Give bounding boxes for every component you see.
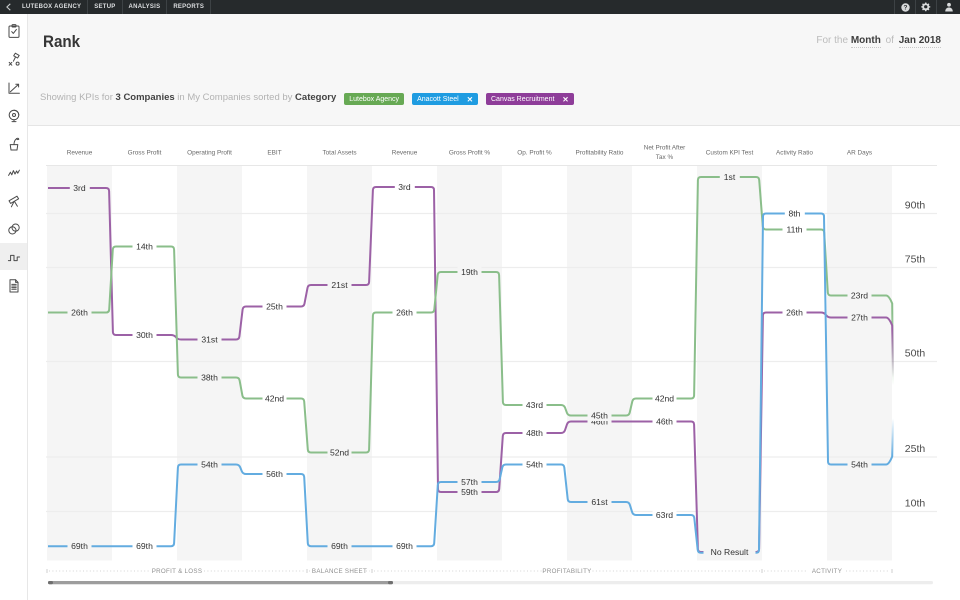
- svg-text:Tax %: Tax %: [656, 154, 674, 161]
- svg-text:Revenue: Revenue: [67, 150, 93, 157]
- svg-text:25th: 25th: [266, 302, 283, 312]
- svg-text:46th: 46th: [591, 417, 608, 427]
- svg-text:45th: 45th: [591, 411, 608, 421]
- svg-text:3rd: 3rd: [73, 183, 86, 193]
- svg-text:Net Profit After: Net Profit After: [644, 145, 686, 152]
- svg-text:26th: 26th: [396, 308, 413, 318]
- svg-text:42nd: 42nd: [655, 394, 674, 404]
- svg-text:No Result: No Result: [711, 547, 749, 557]
- svg-text:Activity Ratio: Activity Ratio: [776, 150, 813, 157]
- svg-text:Gross Profit %: Gross Profit %: [449, 150, 491, 157]
- svg-text:25th: 25th: [905, 443, 926, 455]
- svg-text:90th: 90th: [905, 200, 926, 212]
- svg-text:21st: 21st: [331, 280, 348, 290]
- svg-text:38th: 38th: [201, 373, 218, 383]
- svg-text:10th: 10th: [905, 498, 926, 510]
- svg-text:Revenue: Revenue: [392, 150, 418, 157]
- svg-text:69th: 69th: [71, 541, 88, 551]
- svg-text:63rd: 63rd: [656, 510, 673, 520]
- svg-text:31st: 31st: [201, 335, 218, 345]
- svg-text:8th: 8th: [789, 209, 801, 219]
- svg-text:69th: 69th: [396, 541, 413, 551]
- svg-text:50th: 50th: [905, 348, 926, 360]
- svg-text:19th: 19th: [461, 267, 478, 277]
- svg-text:54th: 54th: [201, 460, 218, 470]
- svg-text:48th: 48th: [526, 428, 543, 438]
- svg-text:?: ?: [903, 4, 907, 11]
- svg-text:69th: 69th: [331, 541, 348, 551]
- svg-text:42nd: 42nd: [265, 394, 284, 404]
- svg-text:PROFIT & LOSS: PROFIT & LOSS: [152, 568, 203, 575]
- svg-text:ACTIVITY: ACTIVITY: [812, 568, 842, 575]
- svg-text:14th: 14th: [136, 242, 153, 252]
- svg-text:54th: 54th: [851, 460, 868, 470]
- svg-text:3rd: 3rd: [398, 182, 411, 192]
- svg-text:1st: 1st: [724, 172, 736, 182]
- svg-text:59th: 59th: [461, 487, 478, 497]
- svg-text:75th: 75th: [905, 254, 926, 266]
- svg-text:Op. Profit %: Op. Profit %: [517, 150, 552, 157]
- svg-text:26th: 26th: [786, 308, 803, 318]
- svg-text:11th: 11th: [786, 225, 802, 235]
- svg-text:Custom KPI Test: Custom KPI Test: [706, 150, 754, 157]
- svg-text:PROFITABILITY: PROFITABILITY: [542, 568, 591, 575]
- svg-text:57th: 57th: [461, 477, 478, 487]
- svg-text:BALANCE SHEET: BALANCE SHEET: [312, 568, 367, 575]
- svg-text:23rd: 23rd: [851, 291, 868, 301]
- svg-text:52nd: 52nd: [330, 448, 349, 458]
- svg-text:Operating Profit: Operating Profit: [187, 150, 232, 157]
- svg-text:56th: 56th: [266, 469, 283, 479]
- svg-text:54th: 54th: [526, 460, 543, 470]
- svg-text:69th: 69th: [136, 541, 153, 551]
- svg-text:Profitability Ratio: Profitability Ratio: [576, 150, 624, 157]
- svg-text:EBIT: EBIT: [267, 150, 281, 157]
- svg-text:AR Days: AR Days: [847, 150, 872, 157]
- svg-text:27th: 27th: [851, 313, 868, 323]
- svg-text:Gross Profit: Gross Profit: [128, 150, 162, 157]
- svg-text:Total Assets: Total Assets: [322, 150, 356, 157]
- svg-text:26th: 26th: [71, 308, 88, 318]
- svg-text:43rd: 43rd: [526, 400, 543, 410]
- svg-text:30th: 30th: [136, 330, 153, 340]
- svg-text:46th: 46th: [656, 417, 673, 427]
- svg-text:61st: 61st: [591, 497, 608, 507]
